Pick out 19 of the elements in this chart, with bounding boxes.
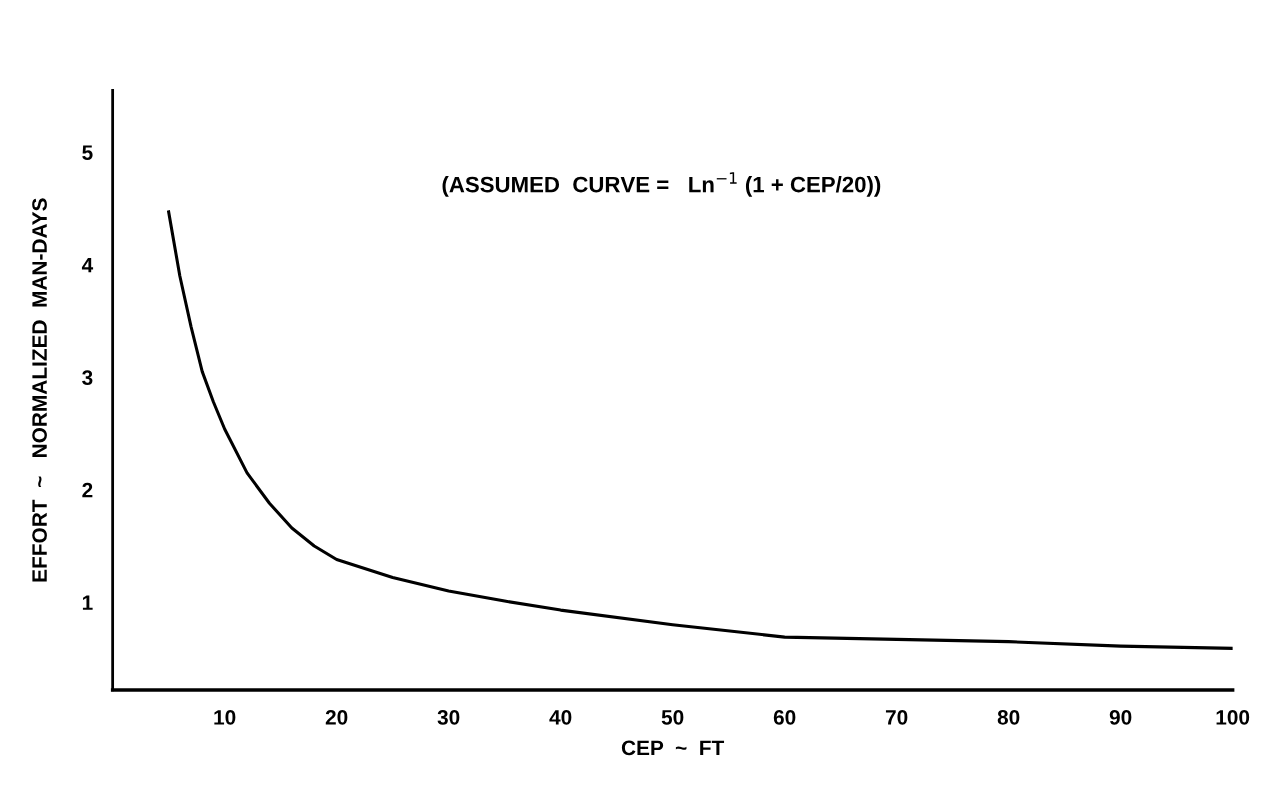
x-tick-label: 10 — [214, 709, 236, 725]
x-tick-label: 60 — [773, 709, 796, 725]
x-axis-title: CEP ~ FT — [621, 740, 725, 756]
x-tick-label: 70 — [885, 709, 908, 725]
x-tick-label: 80 — [997, 709, 1020, 725]
x-tick-label: 50 — [661, 709, 684, 725]
y-tick-label: 2 — [82, 482, 93, 498]
annotation: (ASSUMED CURVE = Ln$^{−1}$ (1 + CEP/20)) — [442, 172, 881, 197]
x-tick-label: 100 — [1216, 709, 1250, 725]
y-tick-label: 3 — [82, 370, 93, 386]
y-axis-title: EFFORT ~ NORMALIZED MAN-DAYS — [32, 198, 47, 582]
x-tick-label: 20 — [325, 709, 348, 725]
line-series — [167, 210, 1233, 650]
y-tick-label: 1 — [82, 595, 93, 610]
y-tick-label: 5 — [82, 145, 93, 161]
x-tick-label: 30 — [437, 709, 460, 725]
y-tick-label: 4 — [81, 257, 94, 273]
x-tick-label: 40 — [549, 709, 572, 725]
x-tick-label: 90 — [1109, 709, 1132, 725]
